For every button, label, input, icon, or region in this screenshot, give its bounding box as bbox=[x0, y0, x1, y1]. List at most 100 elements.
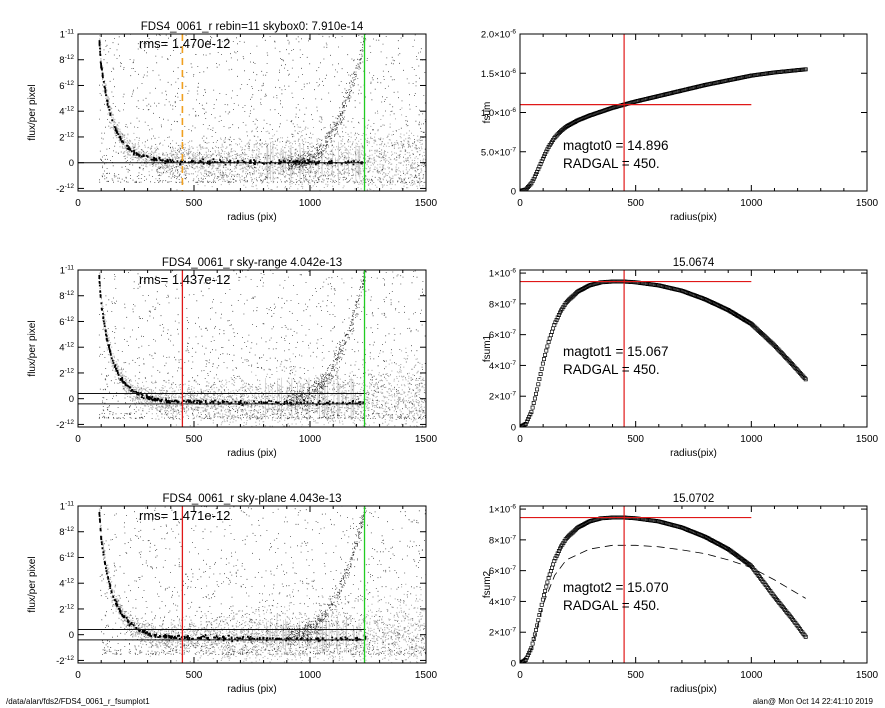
y-axis-label: fsum bbox=[482, 102, 493, 124]
x-tick-label: 1000 bbox=[299, 198, 322, 209]
y-tick-mantissa: 6×10 bbox=[489, 566, 510, 577]
y-tick-label: 6×10-7 bbox=[489, 565, 517, 577]
y-tick-label: 1-11 bbox=[60, 29, 75, 41]
y-tick-label: 0 bbox=[69, 394, 74, 405]
y-tick-mantissa: 8 bbox=[59, 291, 64, 302]
x-tick-label: 1500 bbox=[856, 198, 879, 209]
y-tick-label: 8-12 bbox=[59, 54, 74, 66]
y-tick-exponent: -6 bbox=[510, 504, 516, 511]
y-tick-exponent: -7 bbox=[510, 298, 516, 305]
y-axis-label: flux/per pixel bbox=[27, 320, 38, 376]
magtot-label-1: magtot2 = 15.070 bbox=[563, 580, 668, 595]
x-axis-label: radius (pix) bbox=[227, 684, 276, 695]
chart-panel-5: magtot1 = 15.067 RADGAL = 450. 0 500 1000 150… bbox=[482, 257, 879, 459]
x-tick-label: 1000 bbox=[299, 670, 322, 681]
y-axis-label: flux/per pixel bbox=[27, 556, 38, 612]
scatter-cloud bbox=[98, 272, 426, 427]
rms-annotation: rms= 1.437e-12 bbox=[139, 272, 230, 287]
y-axis-label: fsum2 bbox=[482, 570, 493, 598]
y-tick-label: 1-11 bbox=[60, 501, 75, 513]
y-tick-mantissa: 6 bbox=[59, 81, 64, 92]
rms-annotation: rms= 1.470e-12 bbox=[139, 36, 230, 51]
x-tick-label: 500 bbox=[186, 198, 203, 209]
y-tick-exponent: -7 bbox=[510, 596, 516, 603]
y-tick-mantissa: 8 bbox=[59, 55, 64, 66]
profile-points bbox=[98, 275, 365, 406]
curve-markers bbox=[520, 515, 808, 663]
magtot-label-2: RADGAL = 450. bbox=[563, 362, 660, 377]
y-tick-exponent: -6 bbox=[510, 268, 516, 275]
chart-panel-6: magtot2 = 15.070 RADGAL = 450. 0 500 1000 150… bbox=[482, 493, 879, 695]
y-tick-label: 4-12 bbox=[59, 578, 74, 590]
y-tick-mantissa: 1 bbox=[60, 30, 65, 41]
y-tick-mantissa: 4×10 bbox=[489, 597, 510, 608]
y-tick-exponent: -12 bbox=[65, 290, 75, 297]
y-tick-exponent: -12 bbox=[65, 526, 75, 533]
magtot-label-1: magtot0 = 14.896 bbox=[563, 138, 668, 153]
y-tick-mantissa: 4 bbox=[59, 107, 64, 118]
y-tick-mantissa: 2.0×10 bbox=[481, 30, 510, 41]
scatter-cloud bbox=[98, 506, 426, 663]
y-tick-mantissa: -2 bbox=[56, 184, 64, 195]
y-tick-mantissa: 4×10 bbox=[489, 361, 510, 372]
y-tick-exponent: -11 bbox=[65, 29, 74, 36]
y-tick-label: 0 bbox=[69, 158, 74, 169]
x-axis-label: radius (pix) bbox=[227, 448, 276, 459]
y-tick-mantissa: 1 bbox=[60, 502, 65, 513]
plot-area bbox=[78, 270, 426, 427]
y-tick-label: 0 bbox=[511, 659, 516, 670]
y-tick-exponent: -7 bbox=[510, 329, 516, 336]
y-tick-mantissa: 2 bbox=[59, 368, 64, 379]
y-tick-label: 6×10-7 bbox=[489, 329, 517, 341]
plot-area bbox=[78, 34, 426, 191]
plot-frame bbox=[77, 269, 427, 428]
y-tick-exponent: -12 bbox=[65, 183, 75, 190]
y-tick-label: 1.5×10-6 bbox=[481, 68, 516, 80]
y-tick-label: 2-12 bbox=[59, 131, 74, 143]
y-tick-exponent: -12 bbox=[65, 603, 75, 610]
x-axis-label: radius (pix) bbox=[227, 212, 276, 223]
y-tick-label: 4-12 bbox=[59, 342, 74, 354]
y-tick-label: 2-12 bbox=[59, 603, 74, 615]
y-tick-exponent: -12 bbox=[65, 578, 75, 585]
y-tick-label: 1-11 bbox=[60, 265, 75, 277]
curve-markers bbox=[520, 67, 808, 191]
y-tick-label: -2-12 bbox=[56, 183, 74, 195]
y-tick-mantissa: -2 bbox=[56, 420, 64, 431]
y-tick-label: 4-12 bbox=[59, 106, 74, 118]
x-tick-label: 1500 bbox=[856, 670, 879, 681]
y-axis-label: fsum1 bbox=[482, 334, 493, 362]
y-tick-mantissa: 6 bbox=[59, 553, 64, 564]
y-tick-label: 2-12 bbox=[59, 367, 74, 379]
x-tick-label: 0 bbox=[75, 198, 81, 209]
chart-panel-1: rms= 1.470e-12 0 500 1000 1500 radius (pix) -2… bbox=[27, 21, 438, 223]
x-tick-label: 500 bbox=[186, 434, 203, 445]
y-tick-label: 4×10-7 bbox=[489, 360, 517, 372]
y-tick-label: -2-12 bbox=[56, 419, 74, 431]
y-tick-label: 6-12 bbox=[59, 316, 74, 328]
y-tick-label: 0 bbox=[511, 187, 516, 198]
x-tick-label: 1500 bbox=[415, 434, 438, 445]
y-tick-exponent: -12 bbox=[65, 106, 75, 113]
y-tick-label: 8×10-7 bbox=[489, 298, 517, 310]
magtot-label-2: RADGAL = 450. bbox=[563, 598, 660, 613]
magtot-label-2: RADGAL = 450. bbox=[563, 156, 660, 171]
x-tick-label: 1500 bbox=[415, 670, 438, 681]
chart-title: FDS4_0061_r sky-plane 4.043e-13 bbox=[162, 493, 341, 505]
y-tick-exponent: -12 bbox=[65, 316, 75, 323]
x-tick-label: 0 bbox=[517, 670, 523, 681]
y-tick-mantissa: 6×10 bbox=[489, 330, 510, 341]
x-tick-label: 500 bbox=[627, 434, 644, 445]
y-tick-exponent: -11 bbox=[65, 501, 74, 508]
y-tick-label: 1×10-6 bbox=[489, 504, 517, 516]
y-tick-exponent: -12 bbox=[65, 419, 75, 426]
y-tick-exponent: -7 bbox=[510, 627, 516, 634]
y-tick-mantissa: 5.0×10 bbox=[481, 147, 510, 158]
chart-title: FDS4_0061_r rebin=11 skybox0: 7.910e-14 bbox=[141, 21, 364, 33]
chart-panel-2: rms= 1.437e-12 0 500 1000 1500 radius (pix) -2… bbox=[27, 257, 438, 459]
y-tick-mantissa: 2×10 bbox=[489, 392, 510, 403]
y-tick-mantissa: 4 bbox=[59, 343, 64, 354]
plot-area bbox=[520, 270, 808, 427]
chart-title: 15.0702 bbox=[673, 493, 715, 505]
